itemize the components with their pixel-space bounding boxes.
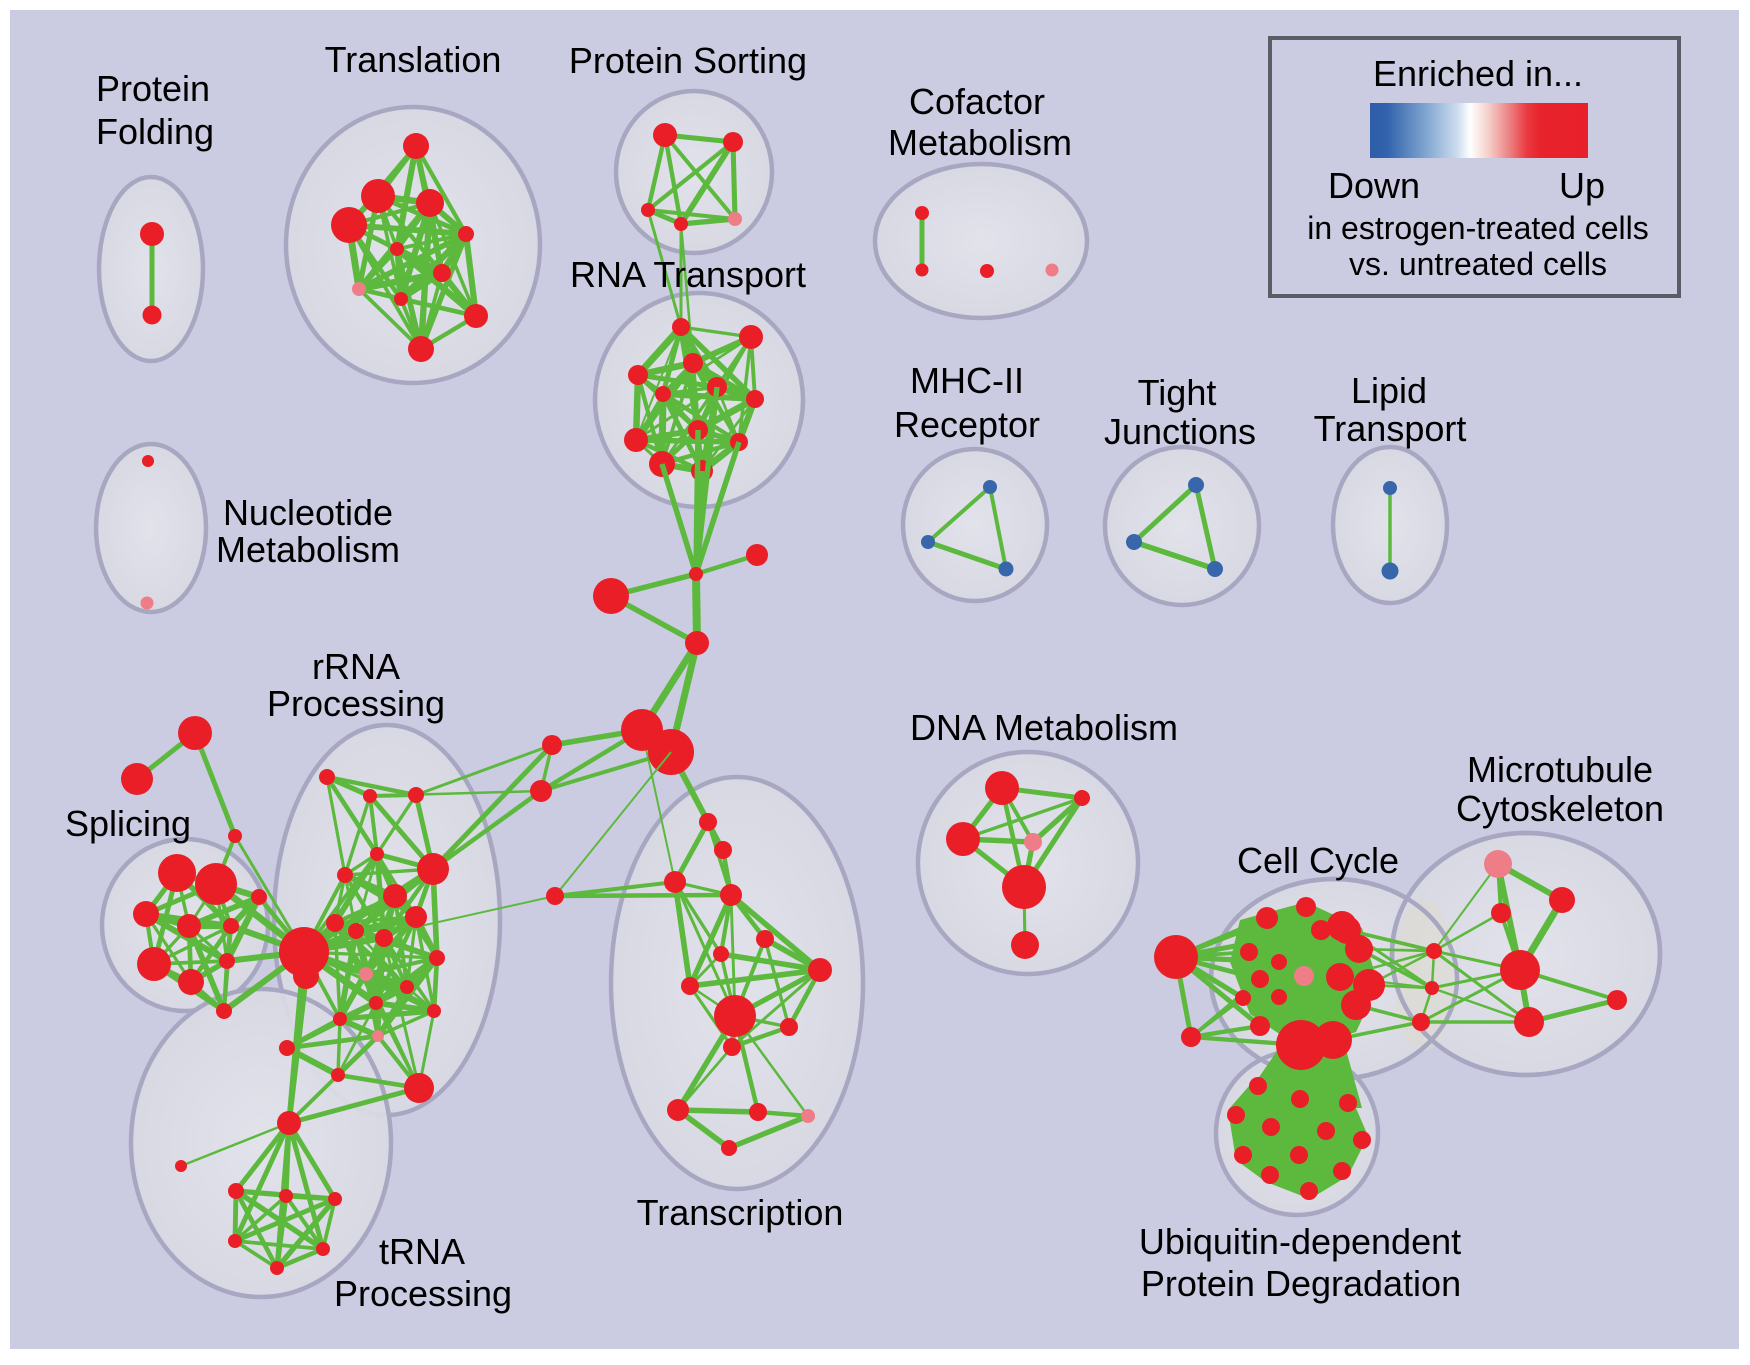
- svg-text:Processing: Processing: [267, 683, 445, 724]
- svg-text:Ubiquitin-dependent: Ubiquitin-dependent: [1139, 1221, 1461, 1262]
- svg-text:Splicing: Splicing: [65, 803, 191, 844]
- svg-text:Receptor: Receptor: [894, 404, 1040, 445]
- svg-text:Processing: Processing: [334, 1273, 512, 1314]
- svg-text:Protein Degradation: Protein Degradation: [1141, 1263, 1461, 1304]
- svg-text:Junctions: Junctions: [1104, 411, 1256, 452]
- svg-text:tRNA: tRNA: [379, 1231, 465, 1272]
- svg-text:vs. untreated cells: vs. untreated cells: [1349, 246, 1607, 282]
- svg-text:Enriched in...: Enriched in...: [1373, 53, 1583, 94]
- svg-text:rRNA: rRNA: [312, 646, 400, 687]
- svg-text:Protein Sorting: Protein Sorting: [569, 40, 807, 81]
- svg-text:Cytoskeleton: Cytoskeleton: [1456, 788, 1664, 829]
- svg-text:Transport: Transport: [1314, 408, 1467, 449]
- svg-text:Down: Down: [1328, 165, 1420, 206]
- svg-text:Microtubule: Microtubule: [1467, 749, 1653, 790]
- svg-text:Lipid: Lipid: [1351, 370, 1427, 411]
- svg-text:DNA Metabolism: DNA Metabolism: [910, 707, 1178, 748]
- svg-text:Tight: Tight: [1138, 372, 1217, 413]
- svg-text:Folding: Folding: [96, 111, 214, 152]
- svg-text:Metabolism: Metabolism: [216, 529, 400, 570]
- svg-text:Protein: Protein: [96, 68, 210, 109]
- svg-text:Nucleotide: Nucleotide: [223, 492, 393, 533]
- svg-text:Cofactor: Cofactor: [909, 81, 1045, 122]
- svg-text:Up: Up: [1559, 165, 1605, 206]
- svg-text:Translation: Translation: [325, 39, 502, 80]
- svg-text:MHC-II: MHC-II: [910, 360, 1024, 401]
- svg-text:in estrogen-treated cells: in estrogen-treated cells: [1307, 210, 1649, 246]
- svg-text:Transcription: Transcription: [637, 1192, 844, 1233]
- svg-text:Cell Cycle: Cell Cycle: [1237, 840, 1399, 881]
- svg-text:Metabolism: Metabolism: [888, 122, 1072, 163]
- svg-text:RNA Transport: RNA Transport: [570, 254, 806, 295]
